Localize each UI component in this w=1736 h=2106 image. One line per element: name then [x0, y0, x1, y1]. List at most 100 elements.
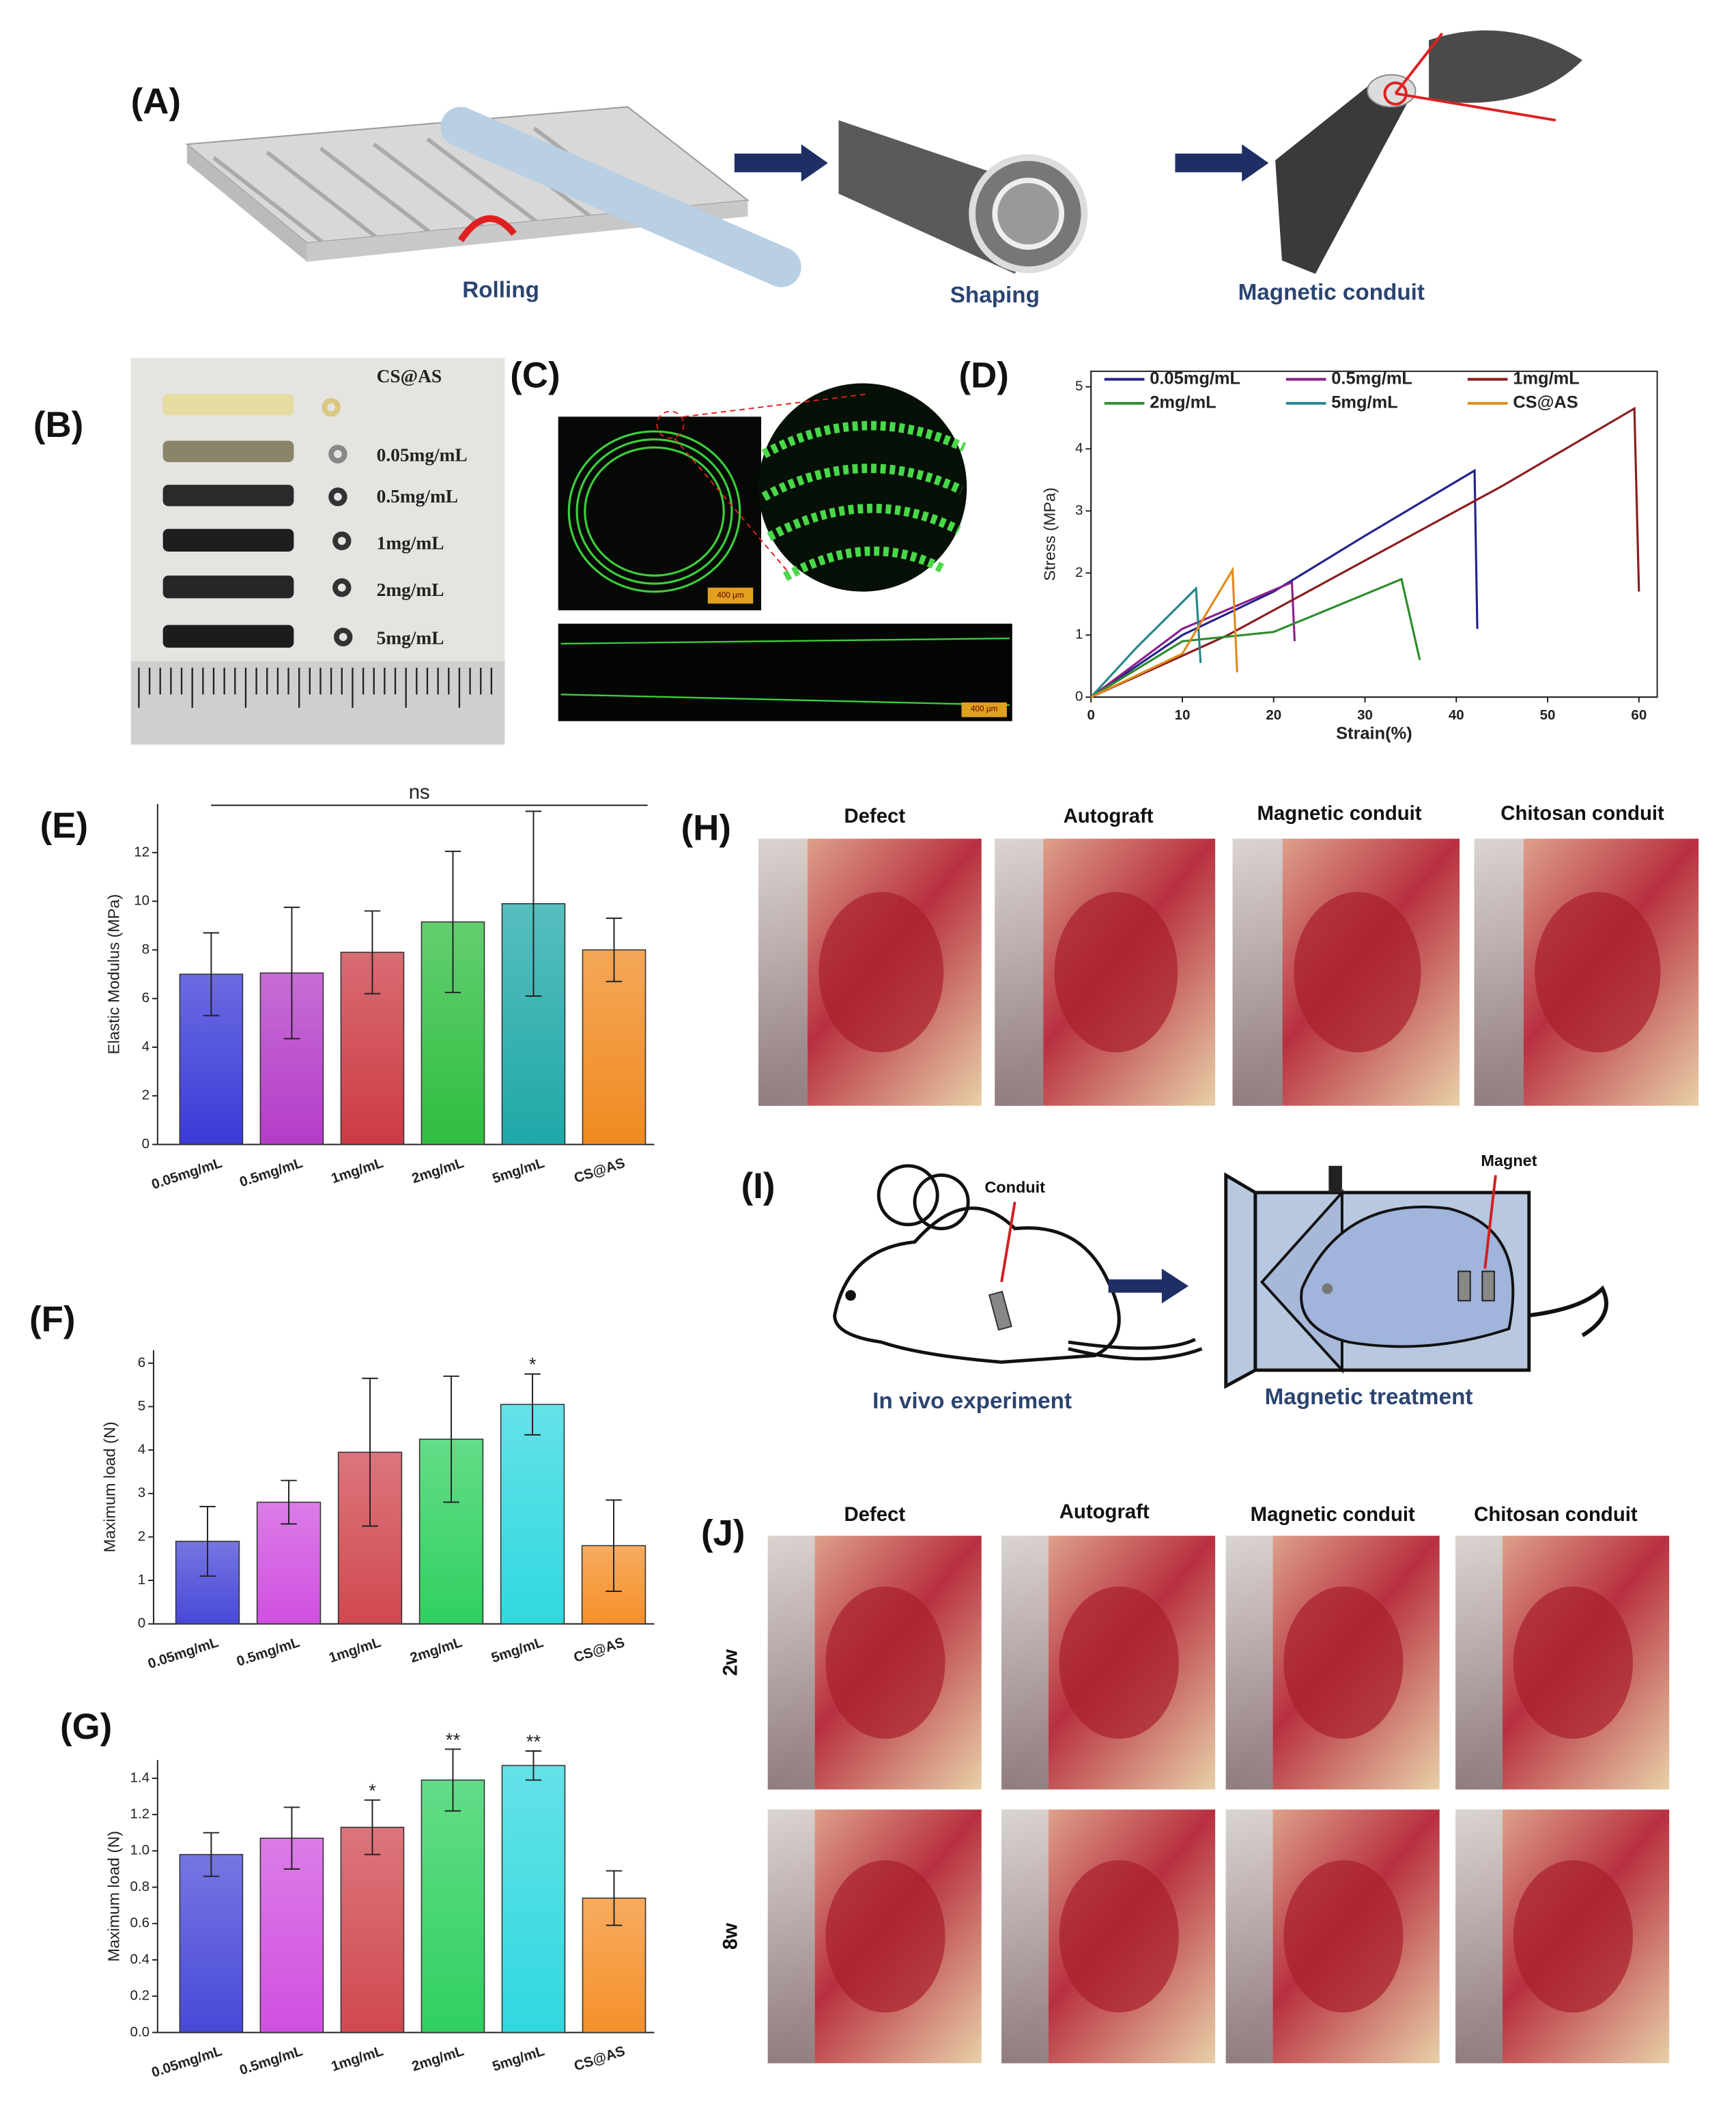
y-tick-label: 0.2	[130, 1988, 150, 2004]
y-tick-label: 1.2	[130, 1806, 150, 1822]
panel-a-shape-shape	[372, 142, 496, 237]
error-bar	[283, 1806, 300, 1870]
photo-detail	[825, 1860, 945, 2012]
panel-a-shape-shape	[212, 156, 335, 253]
column-header: Chitosan conduit	[1474, 1503, 1638, 1526]
y-tick-label: 4	[138, 1442, 145, 1457]
panel-c-shape-shape	[767, 503, 961, 541]
y-tick-label: 1.4	[130, 1769, 150, 1785]
panel-label: (F)	[29, 1300, 75, 1340]
bar	[421, 1779, 485, 2034]
column-header: Chitosan conduit	[1500, 802, 1664, 825]
panel-a-shape-shape	[1383, 81, 1408, 106]
panel-c-shape-shape	[782, 546, 948, 582]
error-bar	[444, 851, 461, 993]
ruler	[1474, 838, 1524, 1106]
photo-detail	[819, 892, 944, 1053]
sample-label: 2mg/mL	[377, 580, 444, 600]
x-tick-label: 1mg/mL	[329, 1155, 385, 1186]
x-tick-label: 40	[1449, 707, 1464, 723]
y-tick-label: 8	[142, 941, 150, 957]
panel-c-shape	[707, 587, 754, 604]
significance-label: *	[369, 1780, 376, 1801]
panel-c-shape	[567, 430, 741, 593]
panel-c-shape	[758, 383, 967, 592]
photo-detail	[1283, 1586, 1404, 1739]
data-line	[1090, 580, 1296, 698]
chart: 0.0 0.2 0.4 0.6 0.8 1.0 1.2 1.4 Maximum load (N)…	[104, 1729, 655, 2081]
sample-label: 1mg/mL	[377, 532, 444, 553]
panel-label: (J)	[701, 1513, 745, 1554]
column-header: Magnetic conduit	[1257, 802, 1421, 825]
bar	[179, 1853, 244, 2034]
panel-c-shape	[558, 623, 1012, 722]
significance-label: *	[529, 1354, 537, 1375]
panel-b-shape	[162, 485, 294, 507]
error-bar	[364, 910, 381, 995]
error-bar	[203, 1832, 220, 1877]
ruler	[995, 838, 1044, 1106]
y-tick-label: 2	[1075, 565, 1083, 580]
panel-b-shape	[162, 440, 294, 462]
step-label: Shaping	[950, 283, 1040, 308]
x-tick-label: 5mg/mL	[490, 1155, 546, 1186]
panel-h-shape	[758, 838, 1699, 1106]
x-tick-label: CS@AS	[572, 1634, 627, 1666]
y-tick-label: 6	[138, 1354, 145, 1370]
panel-i-shape	[1224, 1172, 1257, 1389]
panel-b-shape-shape	[334, 627, 353, 646]
panel-a-shape	[440, 106, 801, 287]
ruler	[767, 1809, 815, 2064]
ruler	[1455, 1809, 1503, 2064]
panel-i-shape	[1300, 1205, 1515, 1348]
panel-a-shape-shape	[426, 137, 549, 231]
panel-i-shape	[1322, 1283, 1333, 1294]
panel-a-shape	[186, 144, 307, 262]
panel-a-shape-shape	[266, 150, 389, 248]
panel-c-shape-shape	[584, 446, 725, 577]
panel-b-shape-shape	[328, 487, 347, 507]
data-line	[1090, 566, 1238, 698]
bar	[582, 949, 646, 1146]
x-tick-label: 0.05mg/mL	[150, 2043, 224, 2081]
chart: 0 1 2 3 4 5 6 Maximum load (N) 0.05mg/mL 0.5mg/mL…	[101, 1350, 655, 1672]
y-tick-label: 0	[1075, 689, 1083, 705]
x-tick-label: 2mg/mL	[410, 2043, 466, 2075]
callout: Magnet	[1481, 1152, 1537, 1169]
photo-detail	[1059, 1586, 1179, 1739]
panel-a-shape	[734, 144, 828, 182]
panel-a: (A) Rolling Shaping Magnetic conduit	[131, 30, 1583, 308]
x-tick-label: 60	[1631, 707, 1647, 723]
sample-label: 0.05mg/mL	[377, 444, 468, 465]
bar	[259, 1837, 324, 2034]
error-bar	[606, 917, 623, 982]
step-label: In vivo experiment	[872, 1389, 1072, 1414]
sample-label: 0.5mg/mL	[377, 486, 458, 507]
panel-a-shape-shape	[1394, 32, 1444, 95]
legend-label: 0.5mg/mL	[1331, 369, 1412, 388]
x-tick-label: 1mg/mL	[329, 2043, 385, 2075]
panel-c-shape-shape	[560, 694, 1010, 707]
x-tick-label: 20	[1266, 707, 1281, 723]
panel-b-shape-shape	[322, 398, 341, 417]
photo-detail	[1513, 1860, 1633, 2012]
x-tick-label: CS@AS	[572, 2043, 627, 2075]
panel-a-shape	[992, 177, 1065, 250]
legend-label: 0.05mg/mL	[1150, 369, 1240, 388]
panel-a-shape	[212, 126, 656, 253]
legend-label: 1mg/mL	[1513, 369, 1579, 388]
photo-detail	[1059, 1860, 1179, 2012]
annotation: ns	[409, 781, 430, 803]
x-tick-label: 0.05mg/mL	[150, 1155, 224, 1193]
panel-label: (G)	[60, 1707, 112, 1747]
error-bar	[444, 1748, 461, 1812]
column-header: Autograft	[1064, 805, 1154, 827]
y-tick-label: 5	[138, 1398, 145, 1414]
y-tick-label: 12	[134, 844, 150, 859]
panel-i-shape	[1328, 1165, 1342, 1193]
legend-label: 5mg/mL	[1331, 393, 1397, 412]
error-bar	[364, 1799, 381, 1855]
legend-label: CS@AS	[1513, 393, 1578, 412]
photo-detail	[1294, 892, 1421, 1053]
ruler	[1225, 1809, 1273, 2064]
